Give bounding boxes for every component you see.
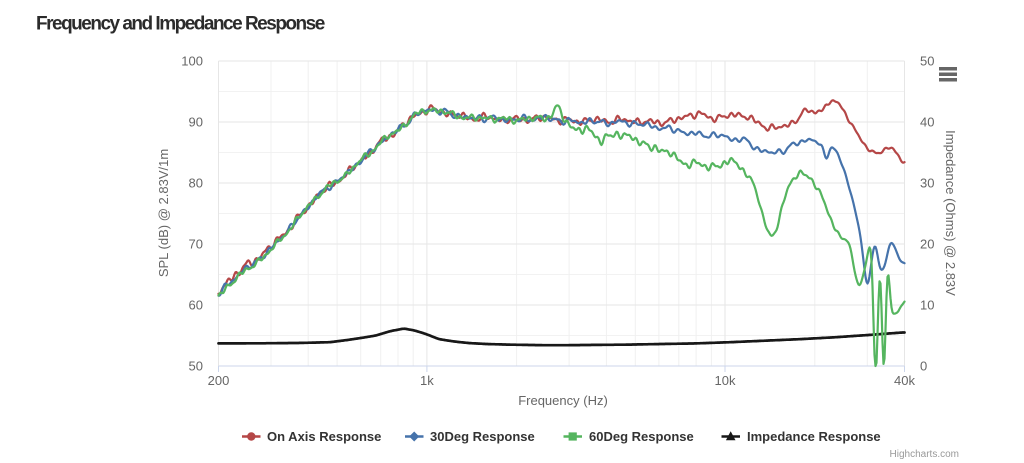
svg-text:60: 60: [189, 298, 203, 313]
svg-text:Frequency (Hz): Frequency (Hz): [518, 393, 608, 408]
svg-text:10k: 10k: [715, 373, 736, 388]
svg-text:30: 30: [920, 176, 934, 191]
svg-text:Frequency and Impedance Respon: Frequency and Impedance Response: [36, 14, 325, 35]
svg-text:20: 20: [920, 237, 934, 252]
svg-text:200: 200: [208, 373, 230, 388]
svg-text:Impedance (Ohms) @ 2.83V: Impedance (Ohms) @ 2.83V: [943, 130, 958, 296]
svg-text:SPL (dB) @ 2.83V/1m: SPL (dB) @ 2.83V/1m: [156, 149, 171, 277]
svg-text:30Deg Response: 30Deg Response: [430, 429, 535, 444]
svg-text:70: 70: [189, 237, 203, 252]
svg-text:On Axis Response: On Axis Response: [267, 429, 381, 444]
svg-text:80: 80: [189, 176, 203, 191]
svg-text:90: 90: [189, 115, 203, 130]
svg-text:40: 40: [920, 115, 934, 130]
svg-text:Highcharts.com: Highcharts.com: [890, 449, 959, 460]
svg-text:1k: 1k: [420, 373, 434, 388]
svg-text:40k: 40k: [894, 373, 915, 388]
svg-text:60Deg Response: 60Deg Response: [589, 429, 694, 444]
svg-text:100: 100: [181, 54, 203, 69]
svg-text:Impedance Response: Impedance Response: [747, 429, 881, 444]
svg-text:0: 0: [920, 359, 927, 374]
svg-text:10: 10: [920, 298, 934, 313]
svg-text:50: 50: [189, 359, 203, 374]
svg-text:50: 50: [920, 54, 934, 69]
